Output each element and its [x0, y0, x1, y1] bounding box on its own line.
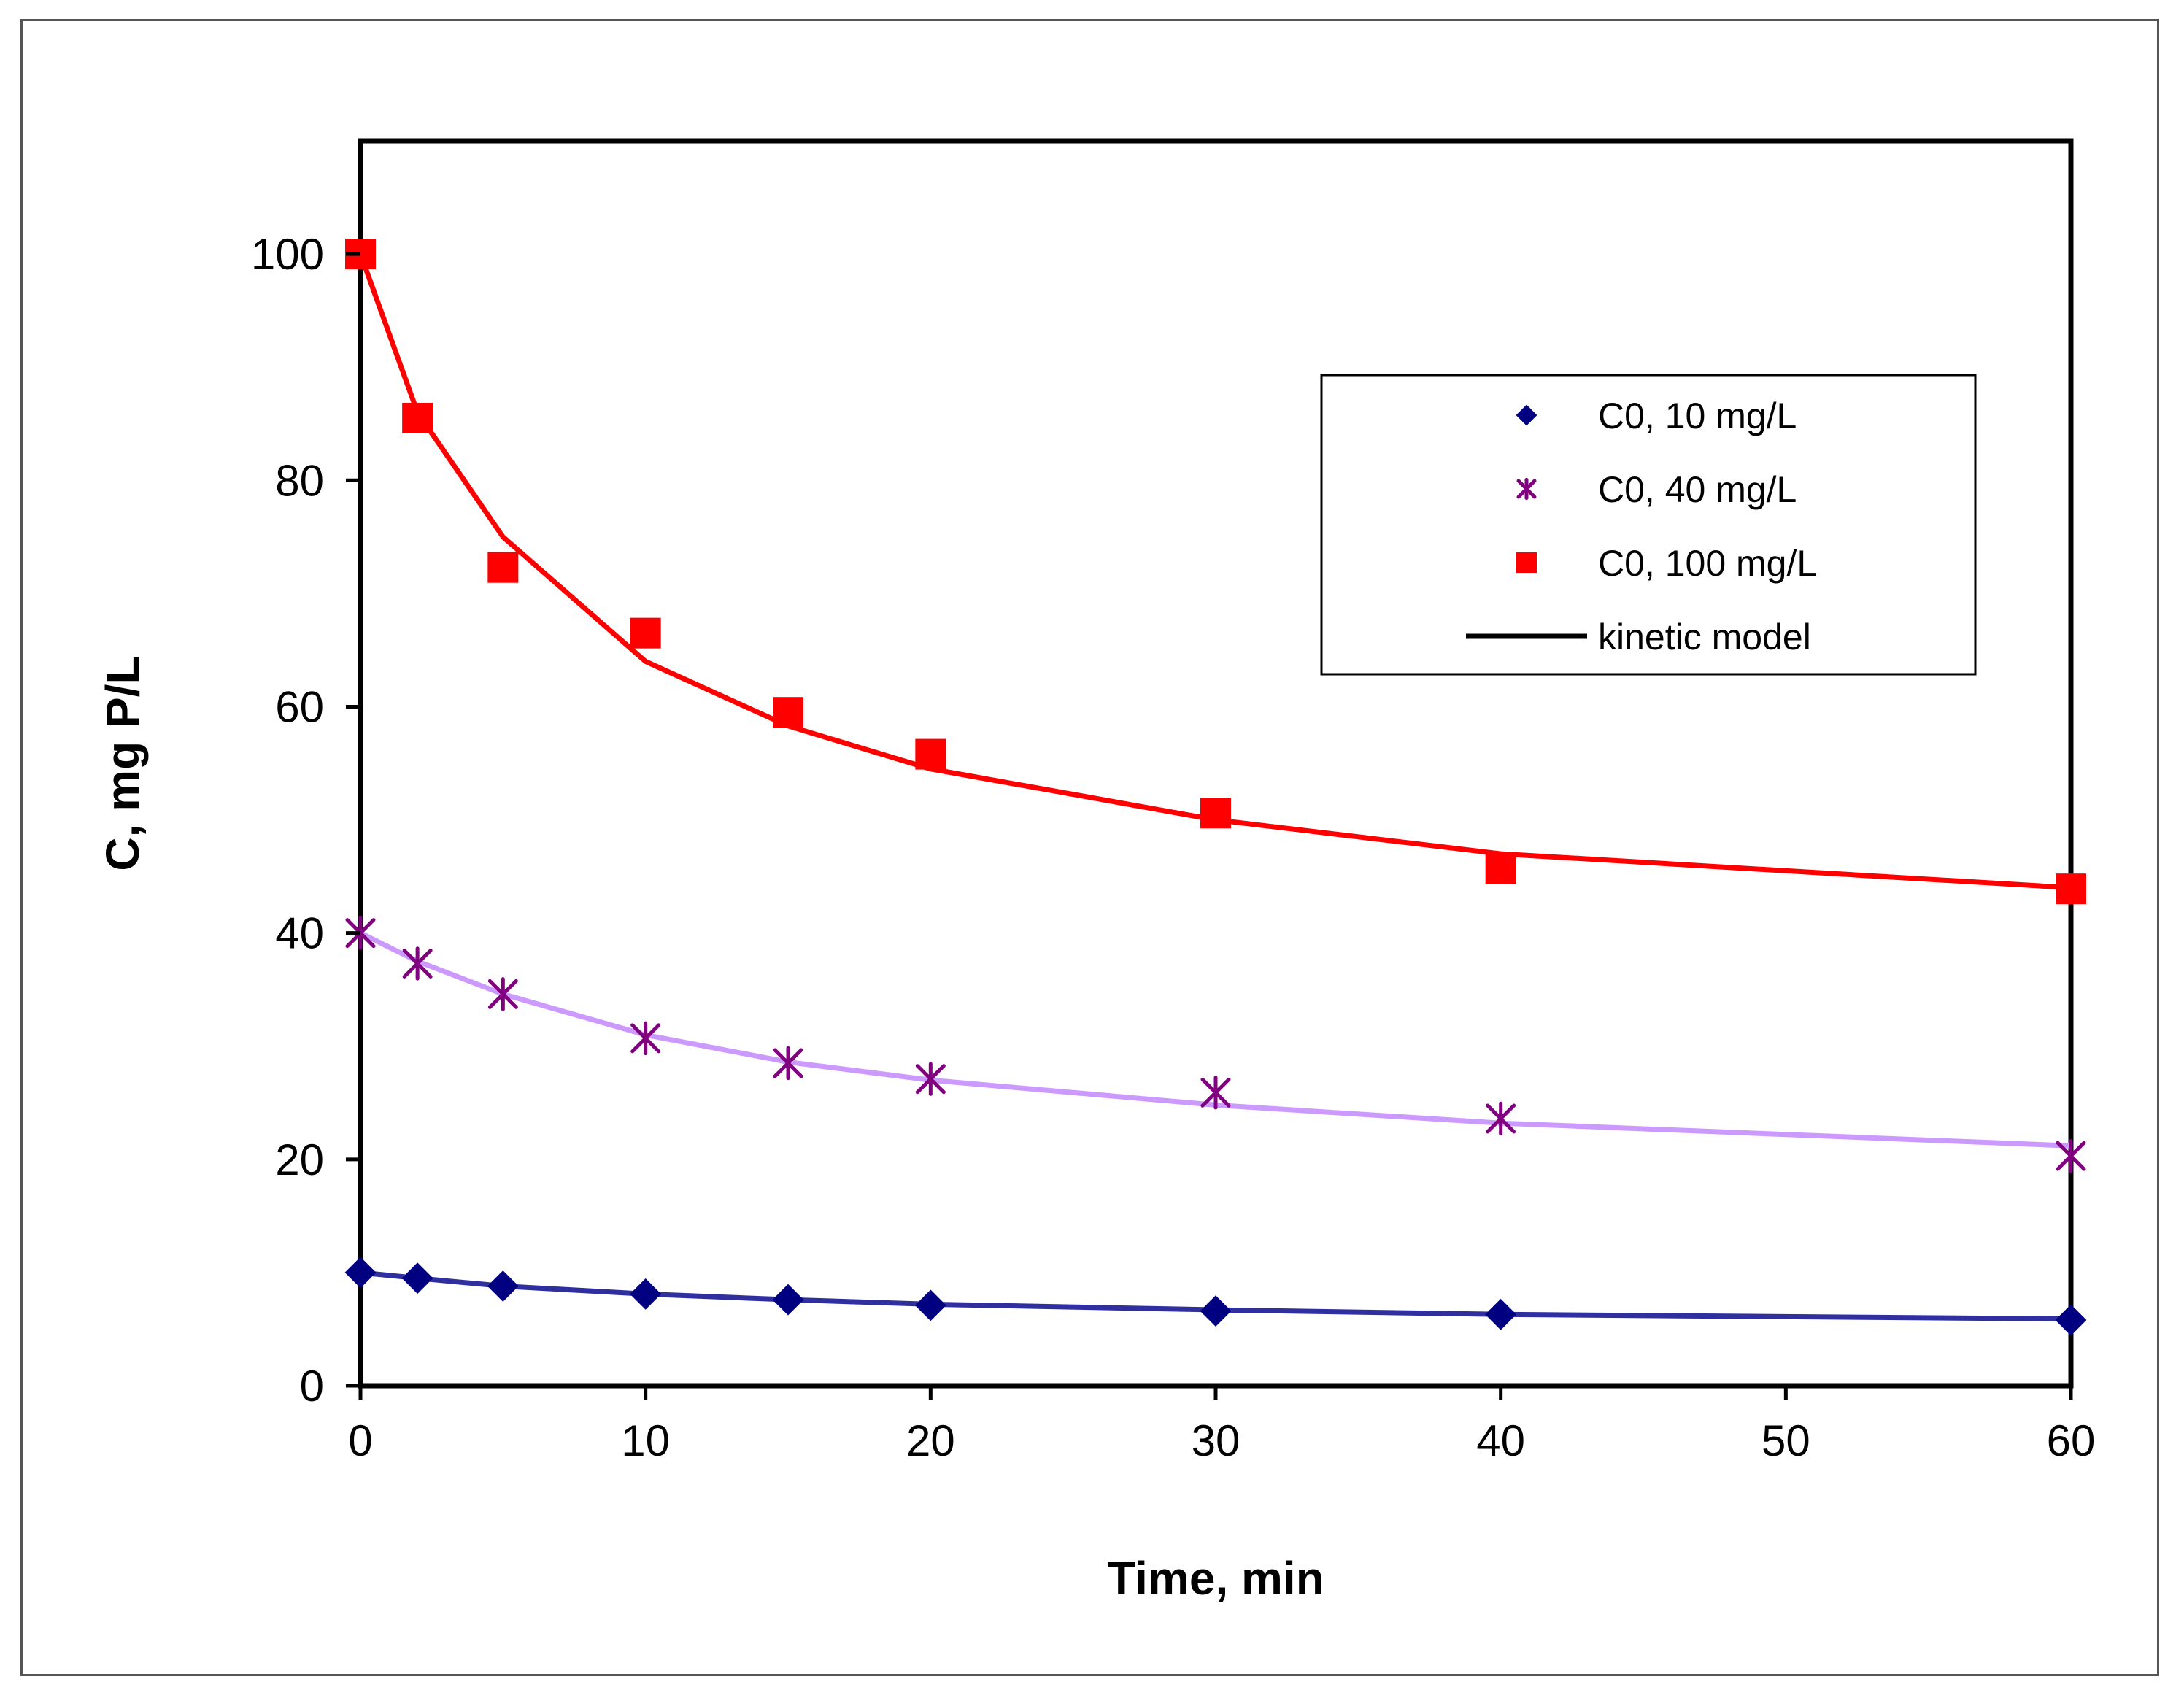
data-point — [773, 1046, 803, 1081]
data-point — [1200, 798, 1231, 829]
data-point — [630, 617, 661, 649]
x-tick-label: 60 — [2047, 1416, 2096, 1465]
data-point — [344, 1257, 377, 1289]
x-tick-label: 10 — [621, 1416, 670, 1465]
y-tick-label: 100 — [251, 230, 324, 279]
data-point — [915, 738, 946, 770]
data-point — [630, 1278, 662, 1310]
x-tick-label: 30 — [1192, 1416, 1240, 1465]
data-point — [402, 402, 433, 433]
data-point — [1200, 1295, 1232, 1327]
data-point — [772, 1284, 804, 1316]
data-point — [401, 1262, 433, 1294]
data-point — [2055, 1304, 2087, 1336]
data-point — [630, 1021, 661, 1056]
legend-marker — [1516, 404, 1537, 426]
y-axis-title: C, mg P/L — [96, 655, 149, 871]
legend-box — [1320, 374, 1977, 676]
y-tick-label: 60 — [275, 682, 324, 731]
y-tick-label: 80 — [275, 456, 324, 505]
data-point — [773, 697, 803, 728]
data-point — [2056, 1138, 2086, 1173]
data-point — [487, 977, 518, 1011]
legend-label: C0, 100 mg/L — [1598, 543, 1817, 584]
y-tick-label: 20 — [275, 1135, 324, 1184]
y-axis: 0 20 40 60 80 100 — [251, 230, 360, 1411]
data-point — [915, 1062, 946, 1096]
x-tick-label: 40 — [1476, 1416, 1525, 1465]
legend-marker — [1516, 552, 1537, 573]
data-point — [914, 1289, 946, 1321]
x-tick-label: 50 — [1762, 1416, 1810, 1465]
data-point — [487, 1270, 519, 1302]
plot-area — [358, 138, 2074, 1389]
data-point — [487, 552, 519, 583]
legend-marker — [1516, 477, 1537, 501]
chart-frame — [20, 19, 2159, 1676]
data-markers — [344, 239, 2087, 1336]
x-axis: 0 10 20 30 40 50 60 — [348, 1386, 2095, 1465]
data-point — [1485, 853, 1516, 884]
y-tick-label: 40 — [275, 909, 324, 958]
x-tick-label: 0 — [348, 1416, 372, 1465]
data-point — [1485, 1298, 1517, 1330]
legend-label: C0, 10 mg/L — [1598, 395, 1797, 436]
data-point — [402, 946, 433, 981]
series-diamond — [344, 1257, 2087, 1336]
x-tick-label: 20 — [906, 1416, 955, 1465]
data-point — [1486, 1101, 1516, 1136]
data-point — [1200, 1076, 1231, 1110]
y-tick-label: 0 — [300, 1362, 324, 1411]
data-point — [2056, 873, 2086, 905]
legend-label: kinetic model — [1598, 617, 1811, 657]
legend-label: C0, 40 mg/L — [1598, 469, 1797, 510]
x-axis-title: Time, min — [1107, 1552, 1324, 1605]
legend: C0, 10 mg/L C0, 40 mg/L C0, 100 mg/L kineti… — [1320, 374, 1977, 676]
